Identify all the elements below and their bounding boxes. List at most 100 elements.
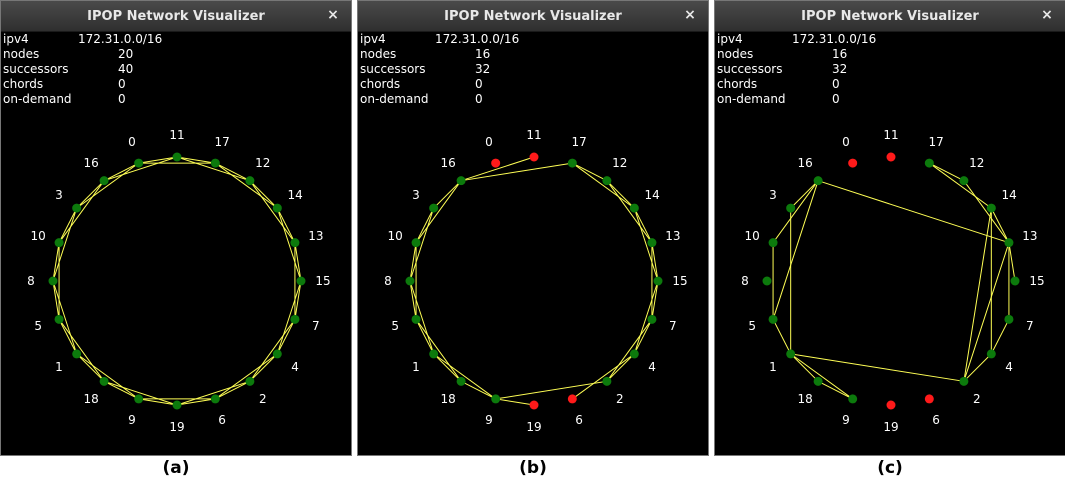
link-4-2	[606, 353, 635, 382]
stat-value: 0	[832, 92, 840, 106]
stat-label: nodes	[360, 47, 397, 61]
node-13	[1004, 238, 1014, 248]
node-10	[411, 238, 421, 248]
link-18-9	[817, 380, 853, 400]
panel-caption: (a)	[162, 458, 190, 478]
node-10	[54, 238, 64, 248]
link-10-3	[415, 207, 435, 243]
node-label-5: 5	[34, 319, 42, 333]
node-8	[405, 276, 415, 286]
node-14	[629, 203, 639, 213]
link-2-9	[495, 380, 607, 400]
node-label-18: 18	[441, 392, 456, 406]
link-14-13	[276, 207, 296, 243]
node-5	[411, 314, 421, 324]
node-label-8: 8	[27, 274, 35, 288]
node-label-2: 2	[616, 392, 624, 406]
stat-value: 0	[475, 77, 483, 91]
link-10-3	[58, 207, 78, 243]
node-7	[290, 314, 300, 324]
node-label-12: 12	[969, 156, 984, 170]
stat-value: 172.31.0.0/16	[78, 32, 163, 46]
link-9-1	[433, 353, 496, 400]
node-label-14: 14	[644, 188, 659, 202]
node-0	[848, 158, 858, 168]
close-icon[interactable]: ×	[327, 7, 339, 23]
node-label-0: 0	[128, 135, 136, 149]
stat-row-successors: successors 32	[717, 62, 917, 77]
stat-label: successors	[717, 62, 783, 76]
window-title: IPOP Network Visualizer	[801, 8, 979, 24]
link-19-9	[138, 398, 178, 406]
close-icon[interactable]: ×	[1041, 7, 1053, 23]
window-titlebar[interactable]: IPOP Network Visualizer ×	[358, 1, 708, 32]
node-label-1: 1	[769, 360, 777, 374]
node-label-19: 19	[169, 420, 184, 434]
node-6	[924, 394, 934, 404]
link-13-15	[1008, 242, 1016, 282]
link-12-14	[606, 180, 635, 209]
link-10-16	[58, 180, 105, 243]
node-label-1: 1	[55, 360, 63, 374]
node-label-3: 3	[769, 188, 777, 202]
stat-row-chords: chords 0	[3, 77, 203, 92]
node-19	[172, 400, 182, 410]
link-16-3	[790, 180, 819, 209]
node-label-3: 3	[412, 188, 420, 202]
window-titlebar[interactable]: IPOP Network Visualizer ×	[715, 1, 1065, 32]
node-18	[813, 376, 823, 386]
node-label-19: 19	[526, 420, 541, 434]
node-label-2: 2	[259, 392, 267, 406]
link-3-16	[76, 180, 105, 209]
link-8-3	[409, 207, 435, 282]
node-4	[272, 349, 282, 359]
link-1-2	[790, 353, 964, 382]
link-1-9	[790, 353, 853, 400]
link-1-5	[415, 319, 435, 355]
node-5	[54, 314, 64, 324]
node-label-17: 17	[928, 135, 943, 149]
stat-row-nodes: nodes 16	[717, 47, 917, 62]
node-18	[99, 376, 109, 386]
stat-row-ipv4: ipv4 172.31.0.0/16	[717, 32, 917, 47]
link-15-4	[276, 280, 302, 355]
link-16-10	[772, 180, 819, 243]
node-label-18: 18	[798, 392, 813, 406]
node-16	[456, 176, 466, 186]
node-label-5: 5	[391, 319, 399, 333]
panel-caption: (c)	[877, 458, 903, 478]
node-10	[768, 238, 778, 248]
node-3	[786, 203, 796, 213]
node-3	[429, 203, 439, 213]
stat-value: 32	[475, 62, 491, 76]
link-17-12	[929, 162, 965, 182]
stat-row-ipv4: ipv4 172.31.0.0/16	[360, 32, 560, 47]
link-12-13	[606, 180, 653, 243]
link-18-1	[76, 353, 105, 382]
stat-row-on-demand: on-demand 0	[360, 92, 560, 107]
window-titlebar[interactable]: IPOP Network Visualizer ×	[1, 1, 351, 32]
close-icon[interactable]: ×	[684, 7, 696, 23]
link-14-15	[276, 207, 302, 282]
stat-value: 0	[832, 77, 840, 91]
link-12-13	[963, 180, 1010, 243]
node-label-3: 3	[55, 188, 63, 202]
link-1-8	[52, 280, 78, 355]
node-label-6: 6	[575, 413, 583, 427]
link-7-4	[990, 319, 1010, 355]
panel-caption: (b)	[519, 458, 547, 478]
node-label-6: 6	[218, 413, 226, 427]
node-label-10: 10	[31, 229, 46, 243]
node-8	[762, 276, 772, 286]
stat-label: nodes	[3, 47, 40, 61]
stat-row-nodes: nodes 20	[3, 47, 203, 62]
window-title: IPOP Network Visualizer	[87, 8, 265, 24]
node-14	[986, 203, 996, 213]
link-5-8	[52, 280, 60, 320]
node-19	[886, 400, 896, 410]
node-label-4: 4	[1005, 360, 1013, 374]
node-label-2: 2	[973, 392, 981, 406]
